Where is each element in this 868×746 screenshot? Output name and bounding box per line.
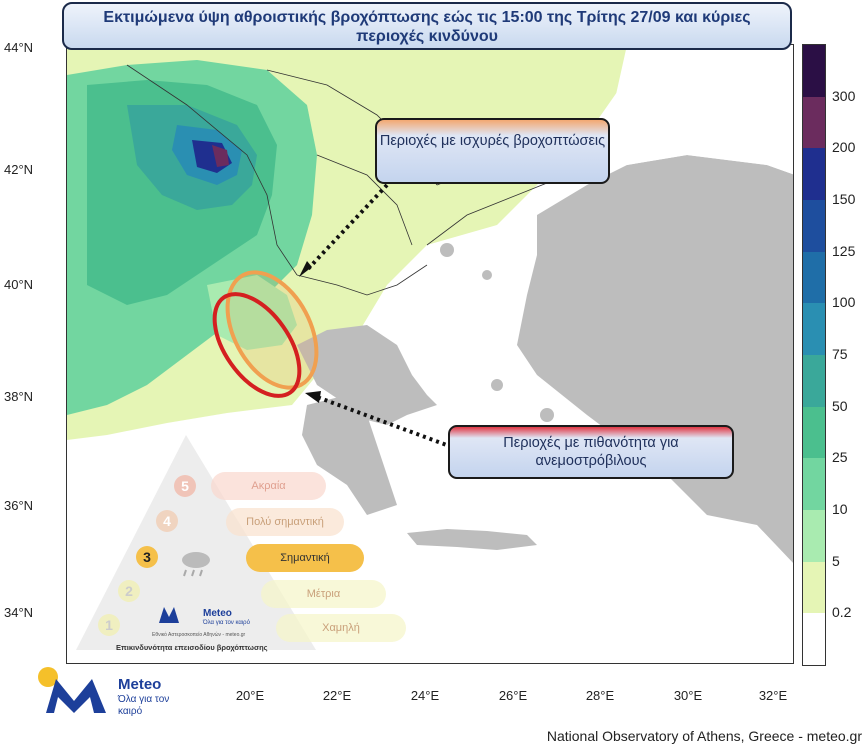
legend-swatch bbox=[803, 148, 825, 200]
island bbox=[540, 408, 554, 422]
lon-label: 20°E bbox=[235, 688, 265, 703]
legend-swatch bbox=[803, 406, 825, 459]
land-crete bbox=[407, 529, 537, 550]
arrowhead-tornado bbox=[305, 391, 321, 403]
rain-300 bbox=[212, 145, 229, 167]
legend-label: 5 bbox=[832, 552, 840, 569]
legend-label: 150 bbox=[832, 191, 856, 207]
black-sea bbox=[607, 45, 793, 175]
land-peloponnese bbox=[302, 395, 397, 515]
risk-level-4-label: Πολύ σημαντική bbox=[226, 508, 344, 536]
legend-swatch bbox=[803, 96, 825, 149]
risk-level-3-number: 3 bbox=[136, 546, 158, 568]
brand-name: Meteo bbox=[118, 676, 162, 693]
legend-label: 0.2 bbox=[832, 604, 852, 621]
legend-label: 300 bbox=[832, 87, 856, 104]
lat-label: 36°N bbox=[4, 498, 34, 513]
risk-level-4-number: 4 bbox=[156, 510, 178, 532]
highlight-tornado bbox=[212, 292, 302, 398]
lon-label: 32°E bbox=[758, 688, 788, 703]
lat-label: 34°N bbox=[4, 605, 34, 620]
color-legend bbox=[802, 44, 826, 666]
lon-label: 26°E bbox=[498, 688, 528, 703]
legend-label: 75 bbox=[832, 346, 848, 362]
arrow-tornado bbox=[316, 395, 453, 449]
lon-label: 30°E bbox=[673, 688, 703, 703]
legend-swatch bbox=[803, 561, 825, 614]
lat-label: 38°N bbox=[4, 389, 34, 404]
island bbox=[491, 379, 503, 391]
pyramid-institute: Εθνικό Αστεροσκοπείο Αθηνών - meteo.gr bbox=[152, 632, 246, 638]
lat-label: 40°N bbox=[4, 277, 34, 292]
pyramid-caption: Επικινδυνότητα επεισοδίου βροχόπτωσης bbox=[116, 643, 268, 652]
risk-level-1-number: 1 bbox=[98, 614, 120, 636]
brand-slogan: Όλα για τον καιρό bbox=[118, 694, 170, 717]
risk-level-3-label: Σημαντική bbox=[246, 544, 364, 572]
risk-level-1-label: Χαμηλή bbox=[276, 614, 406, 642]
risk-level-2-label: Μέτρια bbox=[261, 580, 386, 608]
lon-label: 24°E bbox=[410, 688, 440, 703]
map-title: Εκτιμώμενα ύψη αθροιστικής βροχόπτωσης ε… bbox=[62, 2, 792, 50]
legend-swatch bbox=[803, 355, 825, 407]
land-greece-north bbox=[297, 325, 437, 425]
pyramid-brand-name: Meteo bbox=[203, 608, 232, 619]
legend-label: 50 bbox=[832, 397, 848, 414]
risk-level-5-label: Ακραία bbox=[211, 472, 326, 500]
legend-label: 125 bbox=[832, 242, 856, 259]
map-title-line2: περιοχές κινδύνου bbox=[356, 28, 498, 45]
legend-swatch bbox=[803, 200, 825, 252]
legend-swatch bbox=[803, 613, 825, 665]
risk-level-2-number: 2 bbox=[118, 580, 140, 602]
legend-swatch bbox=[803, 251, 825, 304]
arrow-heavy-rain bbox=[305, 183, 389, 272]
lon-label: 28°E bbox=[585, 688, 615, 703]
risk-scale: Ακραία Πολύ σημαντική Σημαντική Μέτρια Χ… bbox=[66, 430, 426, 665]
legend-label: 100 bbox=[832, 294, 856, 311]
rain-cloud-icon bbox=[182, 552, 210, 577]
legend-label: 200 bbox=[832, 139, 856, 156]
legend-swatch bbox=[803, 510, 825, 562]
lat-label: 42°N bbox=[4, 162, 34, 177]
footer-credit: National Observatory of Athens, Greece -… bbox=[546, 728, 862, 744]
highlight-heavy-rain bbox=[225, 270, 319, 390]
meteo-small-logo-icon bbox=[159, 607, 179, 623]
meteo-logo-icon bbox=[38, 667, 106, 713]
callout-tornado: Περιοχές με πιθανότητα για ανεμοστρόβιλο… bbox=[448, 425, 734, 479]
legend-swatch bbox=[803, 45, 825, 97]
lat-label: 44°N bbox=[4, 40, 34, 55]
pyramid-brand-slogan: Όλα για τον καιρό bbox=[203, 620, 250, 626]
callout-heavy-rain: Περιοχές με ισχυρές βροχοπτώσεις bbox=[375, 118, 610, 184]
legend-label: 25 bbox=[832, 449, 848, 466]
risk-level-5-number: 5 bbox=[174, 475, 196, 497]
island bbox=[440, 243, 454, 257]
legend-swatch bbox=[803, 458, 825, 510]
map-title-line1: Εκτιμώμενα ύψη αθροιστικής βροχόπτωσης ε… bbox=[103, 9, 751, 26]
lon-label: 22°E bbox=[322, 688, 352, 703]
legend-swatch bbox=[803, 303, 825, 355]
legend-label: 10 bbox=[832, 501, 848, 517]
arrowhead-heavy-rain bbox=[299, 261, 312, 277]
island bbox=[482, 270, 492, 280]
